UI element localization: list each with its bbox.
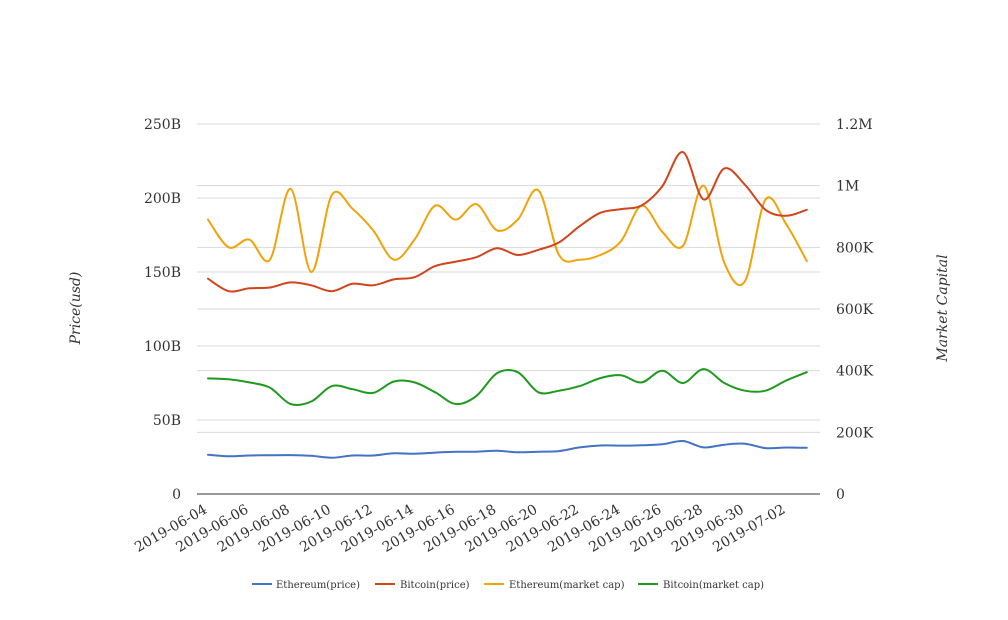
x-axis-ticks: 2019-06-042019-06-062019-06-082019-06-10… [132, 502, 788, 556]
left-tick-label: 0 [172, 487, 181, 503]
legend-item[interactable]: Bitcoin(price) [375, 580, 470, 591]
grid-layer [197, 123, 820, 495]
right-tick-label: 1.2M [836, 117, 873, 133]
right-tick-label: 200K [836, 425, 874, 441]
right-tick-label: 0 [836, 487, 845, 503]
series-layer [207, 151, 808, 459]
right-tick-label: 600K [836, 302, 874, 318]
series-line-bitcoin-market-cap [207, 368, 808, 407]
series-line-bitcoin-price [207, 151, 808, 293]
left-axis-ticks: 0 50B 100B 150B 200B 250B [144, 117, 181, 503]
right-tick-label: 800K [836, 240, 874, 256]
right-axis-title: Market Capital [935, 254, 951, 362]
legend-label: Ethereum(price) [276, 580, 360, 591]
legend-label: Ethereum(market cap) [509, 580, 625, 591]
right-axis-ticks: 0 200K 400K 600K 800K 1M 1.2M [836, 117, 874, 503]
right-tick-label: 1M [836, 179, 859, 195]
left-tick-label: 200B [144, 191, 181, 207]
left-tick-label: 100B [144, 339, 181, 355]
left-tick-label: 250B [144, 117, 181, 133]
legend-label: Bitcoin(price) [400, 580, 470, 591]
series-line-ethereum-price [207, 439, 808, 459]
legend-item[interactable]: Bitcoin(market cap) [638, 580, 764, 591]
left-tick-label: 50B [153, 413, 181, 429]
legend-item[interactable]: Ethereum(price) [252, 580, 360, 591]
legend-label: Bitcoin(market cap) [663, 580, 764, 591]
left-axis-title: Price(usd) [68, 272, 84, 346]
legend-item[interactable]: Ethereum(market cap) [484, 580, 625, 591]
series-line-ethereum-market-cap [207, 184, 808, 287]
left-tick-label: 150B [144, 265, 181, 281]
right-tick-label: 400K [836, 364, 874, 380]
legend: Ethereum(price) Bitcoin(price) Ethereum(ma… [252, 580, 764, 591]
